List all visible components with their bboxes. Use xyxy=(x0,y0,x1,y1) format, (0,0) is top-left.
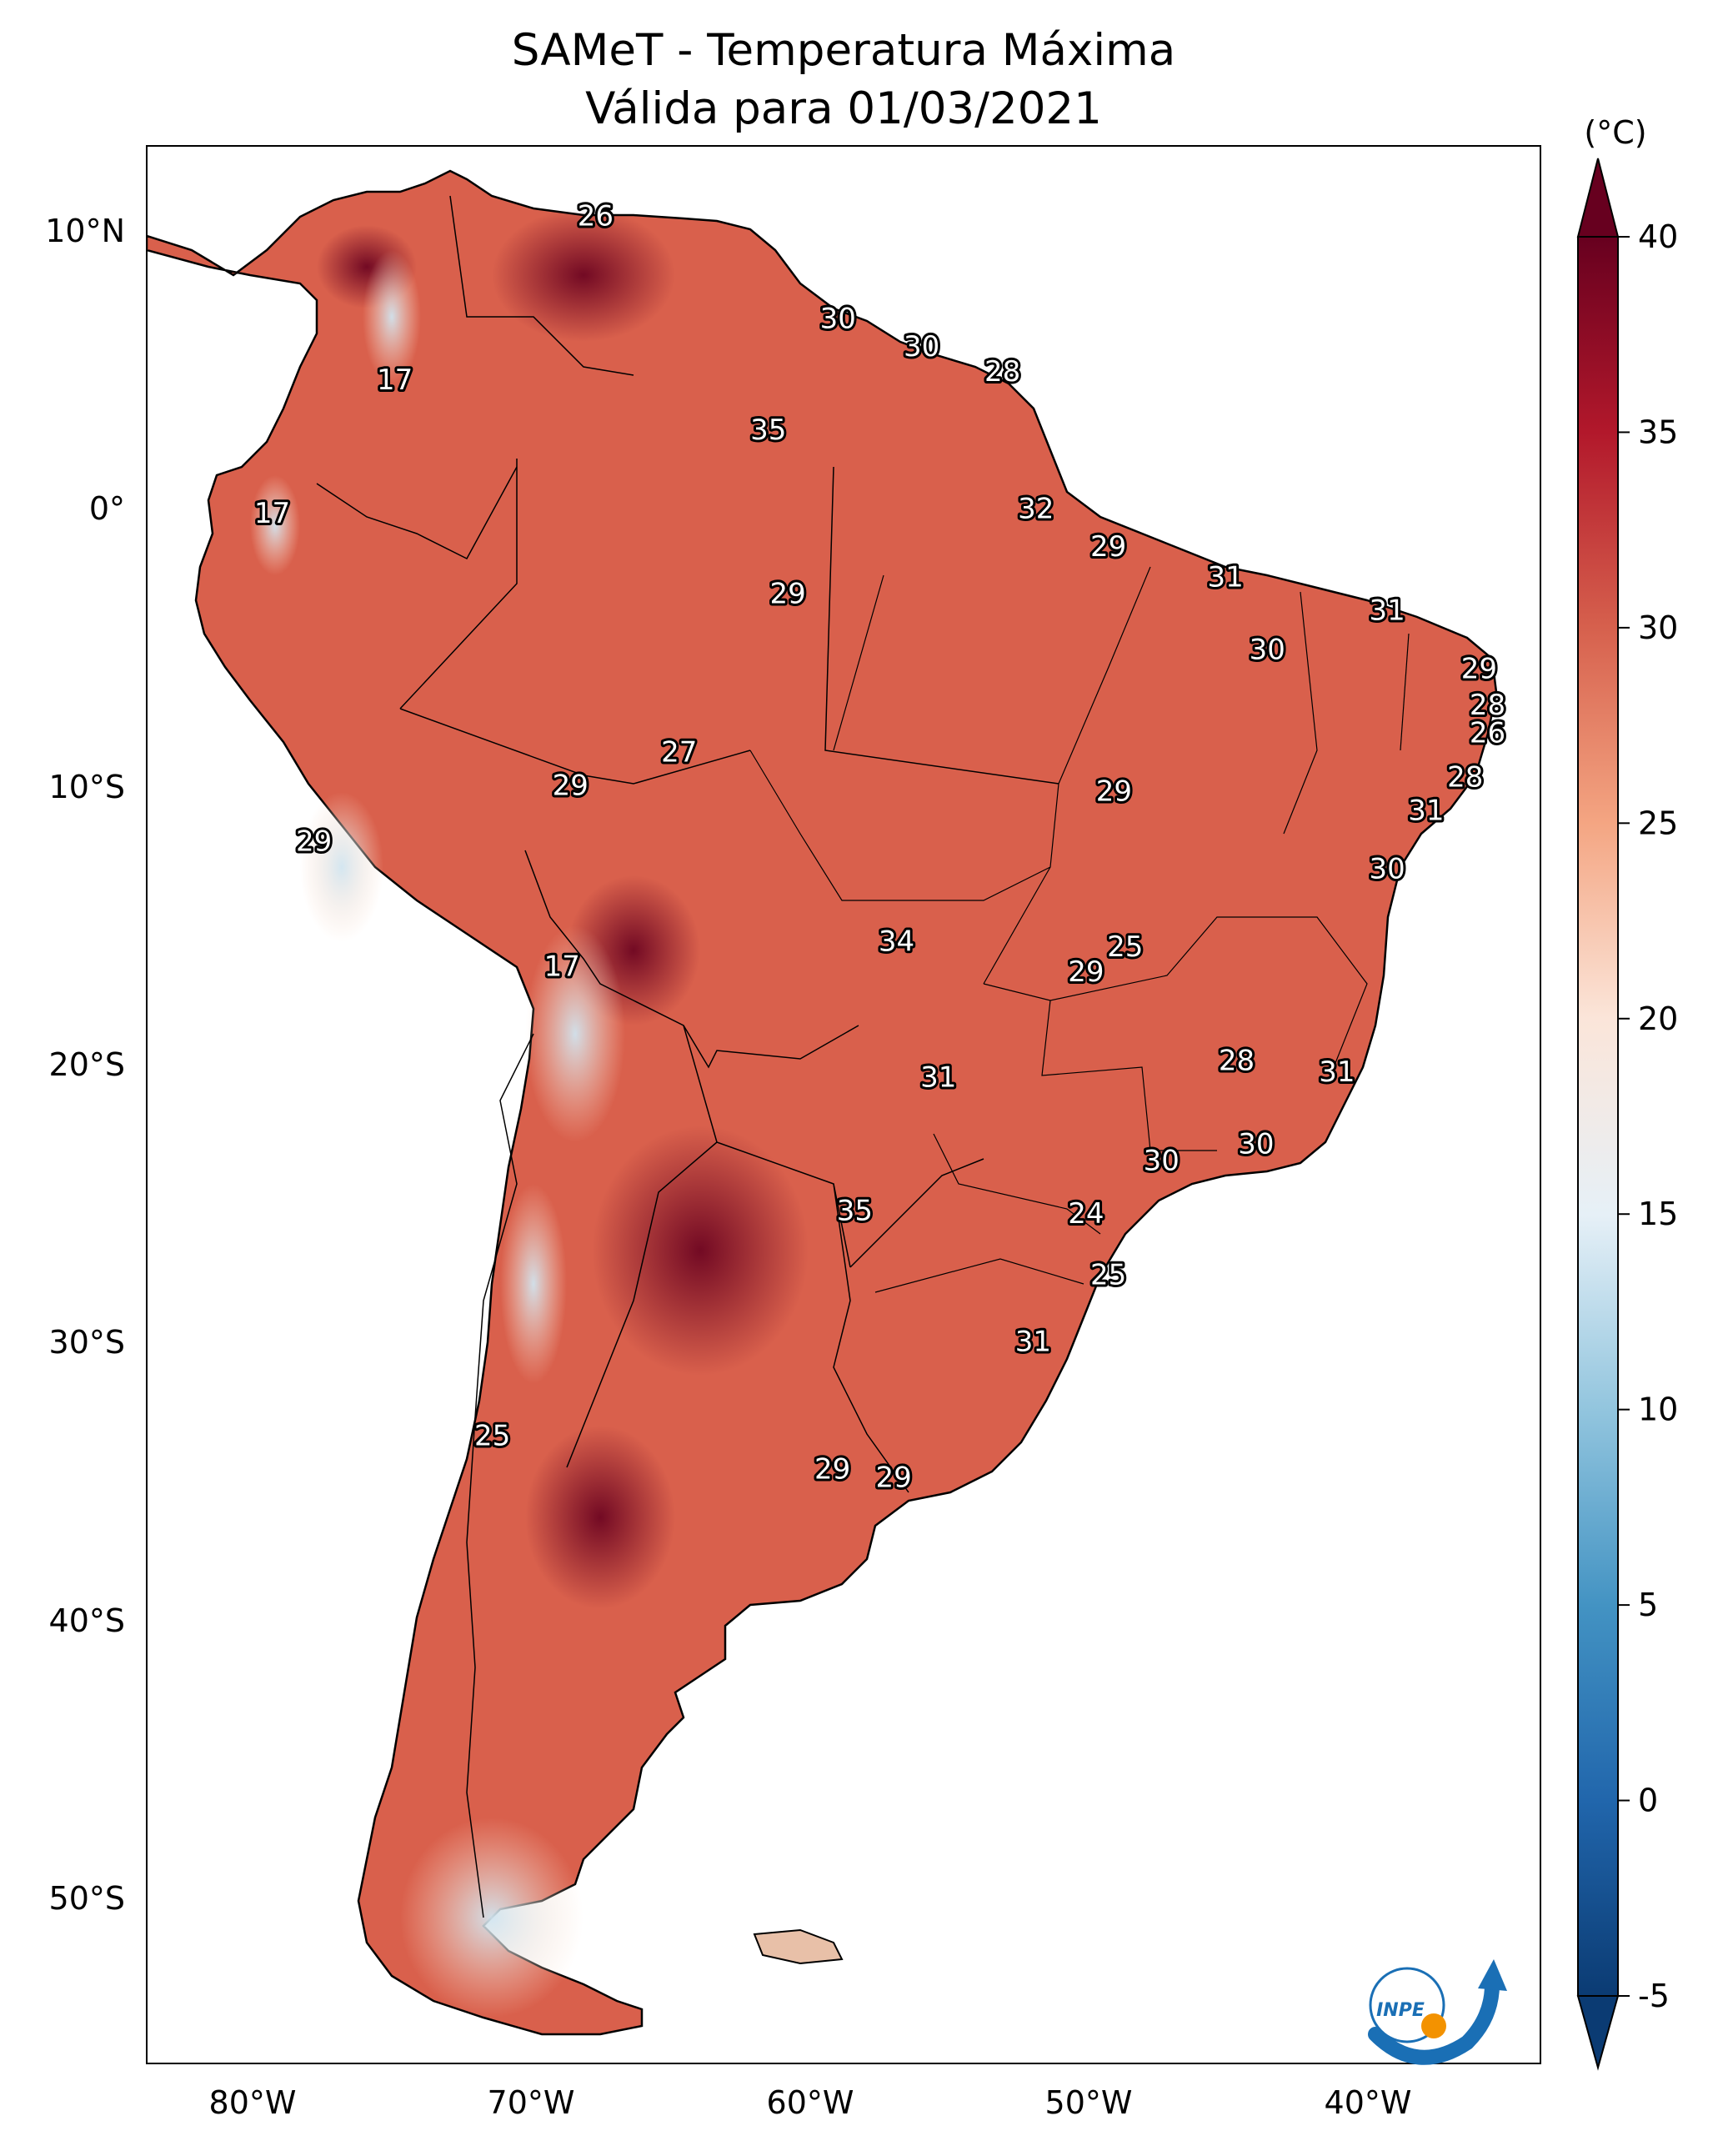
colorbar-tick-label: 0 xyxy=(1638,1782,1658,1819)
lat-tick-label: 10°N xyxy=(45,213,125,249)
state-borders xyxy=(749,566,1410,1293)
city-value-label: 35 xyxy=(750,414,786,447)
city-value-label: 30 xyxy=(820,303,856,336)
map-title-line1: SAMeT - Temperatura Máxima xyxy=(512,25,1175,76)
city-value-label: 34 xyxy=(879,925,914,958)
lat-tick-label: 40°S xyxy=(49,1602,125,1639)
lat-tick-label: 20°S xyxy=(49,1046,125,1083)
map-title-line2: Válida para 01/03/2021 xyxy=(585,83,1102,134)
city-value-label: 30 xyxy=(1369,853,1405,886)
city-value-label: 26 xyxy=(578,199,614,233)
lat-tick-label: 0° xyxy=(89,490,125,527)
city-value-label: 28 xyxy=(1219,1045,1255,1078)
city-value-label: 28 xyxy=(1470,689,1505,722)
city-value-label: 29 xyxy=(1096,775,1132,808)
colorbar-scale xyxy=(1577,236,1619,1997)
city-value-label: 30 xyxy=(904,330,939,364)
city-value-label: 31 xyxy=(1319,1055,1355,1089)
lat-tick-label: 50°S xyxy=(49,1880,125,1917)
colorbar-max-extend xyxy=(1576,158,1620,238)
lon-tick-label: 50°W xyxy=(1045,2084,1133,2121)
latitude-axis: 10°N 0° 10°S 20°S 30°S 40°S 50°S xyxy=(45,213,125,1917)
inpe-logo: INPE xyxy=(1368,1959,1507,2065)
hotspot-pampas xyxy=(525,1426,675,1609)
colorbar-tick-label: 10 xyxy=(1638,1391,1678,1428)
city-value-label: 24 xyxy=(1068,1197,1104,1231)
inpe-logo-dot xyxy=(1421,2013,1446,2038)
city-value-label: 25 xyxy=(1090,1258,1126,1291)
city-value-label: 29 xyxy=(769,578,805,611)
inpe-logo-arrow xyxy=(1478,1959,1507,1991)
city-value-label: 28 xyxy=(1447,761,1483,795)
city-value-label: 31 xyxy=(1408,795,1444,828)
colorbar: (°C) -5 0 5 10 15 20 25 30 35 40 xyxy=(1576,114,1678,2071)
lon-tick-label: 40°W xyxy=(1325,2084,1412,2121)
colorbar-tick-label: 15 xyxy=(1638,1196,1678,1232)
hotspot-llanos xyxy=(492,208,675,342)
falkland-islands xyxy=(753,1928,844,1965)
coolspot-colombia-andes xyxy=(363,250,421,384)
city-value-label: 35 xyxy=(837,1195,873,1228)
city-value-label: 31 xyxy=(920,1061,956,1095)
colorbar-unit-label: (°C) xyxy=(1584,114,1646,151)
colorbar-tick-label: 25 xyxy=(1638,805,1678,841)
city-value-label: 29 xyxy=(1090,530,1126,564)
coolspot-altiplano xyxy=(525,925,625,1142)
city-value-label: 29 xyxy=(553,770,589,803)
colorbar-tick-label: 20 xyxy=(1638,1000,1678,1037)
city-value-label: 30 xyxy=(1144,1145,1180,1178)
city-value-label: 29 xyxy=(1068,955,1104,989)
colorbar-tick-label: 30 xyxy=(1638,609,1678,646)
city-value-label: 31 xyxy=(1369,594,1405,628)
city-value-label: 29 xyxy=(876,1462,912,1495)
city-value-label: 29 xyxy=(296,825,332,858)
city-value-label: 31 xyxy=(1015,1325,1051,1358)
coolspot-central-andes xyxy=(500,1184,567,1384)
city-value-label: 26 xyxy=(1470,716,1505,750)
city-value-label: 25 xyxy=(474,1420,510,1453)
south-america-land xyxy=(147,169,1498,2036)
colorbar-tick-label: -5 xyxy=(1638,1978,1670,2014)
city-value-label: 27 xyxy=(661,736,697,770)
coolspot-ecuador-andes xyxy=(250,475,300,575)
city-value-label: 31 xyxy=(1207,561,1243,594)
colorbar-min-extend xyxy=(1576,1995,1620,2071)
colorbar-tick-label: 35 xyxy=(1638,414,1678,450)
city-value-label: 30 xyxy=(1238,1128,1274,1161)
map-area xyxy=(147,146,1540,2063)
city-value-label: 30 xyxy=(1250,633,1285,666)
city-value-label: 17 xyxy=(544,950,580,983)
lon-tick-label: 60°W xyxy=(767,2084,854,2121)
inpe-logo-text: INPE xyxy=(1376,2000,1425,2021)
city-value-label: 17 xyxy=(377,364,413,397)
hotspot-chaco xyxy=(592,1126,809,1376)
city-value-label: 28 xyxy=(984,355,1020,389)
city-value-label: 32 xyxy=(1018,492,1054,525)
city-value-label: 29 xyxy=(814,1453,850,1487)
lat-tick-label: 30°S xyxy=(49,1324,125,1361)
longitude-axis: 80°W 70°W 60°W 50°W 40°W xyxy=(209,2084,1412,2121)
city-value-label: 29 xyxy=(1461,653,1497,686)
lat-tick-label: 10°S xyxy=(49,769,125,805)
country-borders xyxy=(316,195,1059,1918)
colorbar-tick-label: 5 xyxy=(1638,1587,1658,1623)
coolspot-peru-andes xyxy=(300,792,383,942)
city-value-label: 17 xyxy=(254,497,290,530)
coolspot-patagonia xyxy=(400,1818,584,2018)
colorbar-tick-label: 40 xyxy=(1638,218,1678,255)
colorbar-ticks: -5 0 5 10 15 20 25 30 35 40 xyxy=(1618,218,1678,2014)
map-frame xyxy=(146,145,1541,2064)
city-value-label: 25 xyxy=(1107,930,1143,964)
lon-tick-label: 80°W xyxy=(209,2084,297,2121)
lon-tick-label: 70°W xyxy=(488,2084,575,2121)
inpe-logo-swoosh xyxy=(1368,1977,1500,2065)
